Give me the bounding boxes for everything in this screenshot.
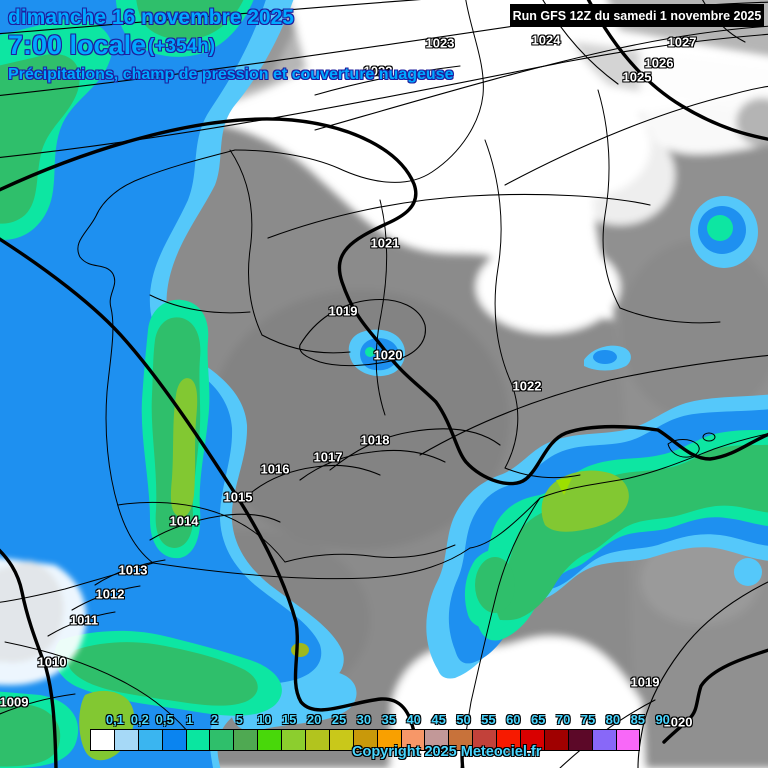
legend-tick-label: 80	[605, 712, 621, 727]
legend-tick-label: 2	[210, 712, 219, 727]
pyrenees-border	[152, 547, 471, 580]
forecast-offset-badge: (+354h)	[148, 36, 216, 57]
legend-tick-label: 85	[630, 712, 646, 727]
legend-color-box	[543, 729, 569, 751]
legend-tick-label: 35	[381, 712, 397, 727]
mediterranean-coastline	[469, 433, 768, 549]
legend-color-box	[591, 729, 617, 751]
isobar-1010	[0, 548, 58, 768]
legend-tick-labels: 0,1 0,2 0,5 1 2 5 10 15 20 25 30 35 40 45 50 55 60 65 70 75…	[90, 712, 670, 728]
pressure-label: 1025	[622, 69, 652, 85]
pressure-label: 1012	[95, 586, 125, 602]
legend-color-box	[305, 729, 330, 751]
legend-color-box	[328, 729, 354, 751]
pressure-label: 1019	[328, 303, 358, 319]
legend-tick-label: 0,5	[155, 712, 174, 727]
pressure-label: 1009	[0, 694, 29, 710]
pressure-label: 1023	[425, 35, 455, 51]
legend-tick-label: 45	[431, 712, 446, 727]
legend-color-box	[567, 729, 593, 751]
isobar-1025	[586, 0, 768, 141]
pressure-label: 1018	[360, 432, 390, 448]
pressure-label: 1020	[373, 347, 403, 363]
legend-tick-label: 30	[356, 712, 372, 727]
legend-tick-label: 65	[530, 712, 546, 727]
pressure-label: 1020	[663, 714, 693, 730]
model-run-info: Run GFS 12Z du samedi 1 novembre 2025	[510, 4, 764, 27]
legend-tick-label: 50	[456, 712, 471, 727]
legend-tick-label: 1	[185, 712, 194, 727]
legend-color-box	[90, 729, 115, 751]
copyright-text: Copyright 2025 Meteociel.fr	[352, 744, 542, 760]
pressure-label: 1019	[630, 674, 660, 690]
legend-tick-label: 5	[235, 712, 244, 727]
legend-color-box	[233, 729, 259, 751]
legend-tick-label: 75	[580, 712, 596, 727]
date-title: dimanche 16 novembre 2025	[8, 6, 294, 29]
legend-tick-label: 55	[481, 712, 496, 727]
pressure-label: 1022	[363, 63, 393, 79]
legend-color-box	[113, 729, 139, 751]
pressure-label: 1021	[370, 235, 400, 251]
legend-tick-label: 0,2	[130, 712, 149, 727]
channel-coastline	[234, 0, 484, 183]
pressure-label: 1022	[512, 378, 542, 394]
legend-tick-label: 20	[306, 712, 322, 727]
pressure-label: 1026	[644, 55, 674, 71]
pressure-label: 1015	[223, 489, 253, 505]
island-outline-2	[702, 432, 716, 442]
island-outline	[667, 439, 700, 458]
legend-tick-label: 25	[331, 712, 347, 727]
local-time-title: 7:00 locale	[8, 30, 147, 60]
isobar-1020	[0, 117, 768, 486]
legend-tick-label: 70	[555, 712, 571, 727]
pressure-label: 1014	[169, 513, 199, 529]
legend-color-box	[185, 729, 211, 751]
isobar-1020-east	[662, 648, 768, 744]
legend-color-box	[161, 729, 187, 751]
legend-color-box	[257, 729, 283, 751]
legend-tick-label: 40	[406, 712, 421, 727]
legend-color-box	[209, 729, 235, 751]
map-subtitle: Précipitations, champ de pression et cou…	[8, 66, 454, 83]
pressure-label: 1017	[313, 449, 343, 465]
precipitation-legend-scale	[90, 729, 641, 751]
legend-tick-label: 90	[655, 712, 670, 727]
legend-tick-label: 0,1	[105, 712, 124, 727]
pressure-label: 1027	[667, 34, 697, 50]
legend-tick-label: 10	[257, 712, 272, 727]
legend-tick-label: 15	[281, 712, 297, 727]
legend-tick-label: 60	[506, 712, 521, 727]
pressure-label: 1011	[69, 612, 99, 628]
legend-color-box	[615, 729, 641, 751]
pressure-label: 1013	[118, 562, 148, 578]
legend-color-box	[281, 729, 307, 751]
pressure-label: 1010	[37, 654, 67, 670]
legend-color-box	[137, 729, 163, 751]
pressure-label: 1016	[260, 461, 290, 477]
pressure-label: 1024	[531, 32, 561, 48]
